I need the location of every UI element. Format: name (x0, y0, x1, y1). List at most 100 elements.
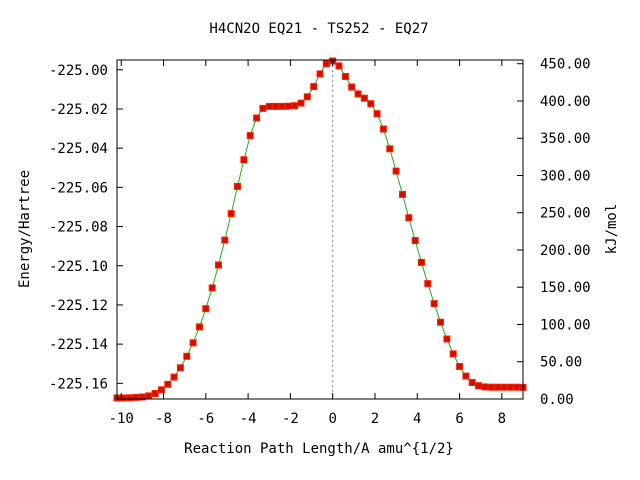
data-point (278, 102, 286, 110)
x-tick-label: -8 (155, 411, 172, 427)
data-point (170, 373, 178, 381)
data-point (316, 70, 324, 78)
data-point (418, 258, 425, 266)
data-point (297, 99, 305, 107)
data-point (379, 125, 387, 133)
y-right-tick-label: 150.00 (540, 280, 591, 296)
x-tick-label: 0 (328, 411, 336, 427)
data-point (291, 102, 299, 110)
data-point (443, 335, 451, 343)
data-point (151, 390, 159, 397)
x-tick-label: -6 (197, 411, 214, 427)
data-point (272, 102, 280, 110)
data-point (430, 300, 438, 308)
data-point (487, 383, 495, 391)
y-left-tick-label: -225.00 (49, 63, 108, 79)
data-point (215, 261, 222, 269)
x-tick-label: -10 (109, 411, 134, 427)
y-left-tick-label: -225.02 (49, 102, 108, 118)
chart-title: H4CN2O EQ21 - TS252 - EQ27 (209, 21, 428, 37)
data-point (240, 156, 248, 164)
data-point (322, 60, 330, 68)
y-right-tick-label: 200.00 (540, 243, 591, 259)
x-axis-label: Reaction Path Length/A amu^{1/2} (184, 441, 454, 457)
x-tick-label: -2 (282, 411, 299, 427)
data-point (202, 305, 210, 313)
data-point (253, 114, 261, 122)
data-point (449, 350, 457, 358)
x-tick-label: 2 (371, 411, 379, 427)
data-point (481, 383, 489, 391)
x-tick-label: -4 (240, 411, 257, 427)
data-point (284, 102, 292, 110)
y-axis-left-ticks: -225.00 -225.02 -225.04 -225.06 -225.08 -225.… (49, 63, 123, 392)
data-point (411, 237, 419, 244)
data-point (310, 83, 318, 91)
data-point (341, 73, 349, 80)
data-point (164, 380, 172, 388)
data-point (221, 236, 229, 244)
plot-frame (116, 59, 524, 400)
data-point (392, 167, 400, 175)
data-point (475, 382, 483, 390)
data-point (246, 132, 254, 140)
data-point (183, 352, 191, 360)
y-right-tick-label: 100.00 (540, 317, 591, 333)
data-point (513, 383, 521, 391)
x-axis-ticks: -10 -8 -6 -4 -2 0 2 4 6 8 (109, 60, 506, 427)
data-point (157, 386, 165, 394)
data-point (303, 93, 311, 101)
y-axis-right-label: kJ/mol (604, 204, 620, 255)
data-point (424, 280, 432, 288)
data-point (265, 102, 273, 110)
data-point (456, 363, 464, 370)
series-points (113, 57, 527, 402)
series-line (117, 60, 524, 399)
data-point (386, 145, 394, 153)
y-right-tick-label: 450.00 (540, 57, 591, 73)
x-tick-label: 8 (498, 411, 506, 427)
y-axis-right-ticks: 0.00 50.00 100.00 150.00 200.00 250.00 300.00 3… (517, 57, 591, 408)
data-point (335, 62, 343, 70)
y-left-tick-label: -225.14 (49, 337, 108, 353)
data-point (462, 372, 470, 380)
data-point (189, 339, 197, 347)
series-polyline (117, 60, 524, 399)
data-point (506, 383, 514, 391)
data-point (196, 323, 203, 331)
data-point (405, 214, 413, 222)
y-axis-left-label: Energy/Hartree (17, 170, 33, 288)
data-point (259, 104, 267, 112)
data-point (354, 90, 362, 98)
y-right-tick-label: 400.00 (540, 94, 591, 110)
data-point (500, 383, 508, 391)
y-right-tick-label: 250.00 (540, 206, 591, 222)
data-point (234, 182, 241, 190)
y-left-tick-label: -225.16 (49, 376, 108, 392)
data-point (208, 284, 216, 292)
data-point (399, 190, 406, 198)
data-point (468, 379, 476, 386)
data-point (373, 110, 381, 118)
data-point (348, 83, 356, 91)
y-left-tick-label: -225.08 (49, 220, 108, 236)
data-point (437, 318, 444, 326)
y-right-tick-label: 300.00 (540, 168, 591, 184)
x-tick-label: 6 (455, 411, 463, 427)
y-right-tick-label: 350.00 (540, 131, 591, 147)
y-left-tick-label: -225.04 (49, 141, 108, 157)
y-right-tick-label: 0.00 (540, 392, 574, 408)
y-right-tick-label: 50.00 (540, 355, 582, 371)
y-left-tick-label: -225.06 (49, 180, 108, 196)
y-left-tick-label: -225.12 (49, 298, 108, 314)
y-left-tick-label: -225.10 (49, 259, 108, 275)
data-point (494, 383, 502, 391)
data-point (227, 210, 235, 218)
data-point (360, 94, 368, 102)
data-point (176, 364, 184, 372)
x-tick-label: 4 (413, 411, 421, 427)
data-point (367, 100, 375, 108)
data-point (145, 392, 153, 400)
data-point (126, 394, 134, 402)
